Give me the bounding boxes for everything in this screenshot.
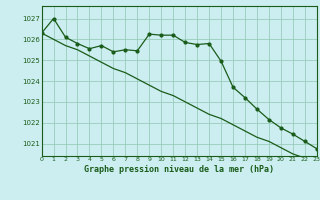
- X-axis label: Graphe pression niveau de la mer (hPa): Graphe pression niveau de la mer (hPa): [84, 165, 274, 174]
